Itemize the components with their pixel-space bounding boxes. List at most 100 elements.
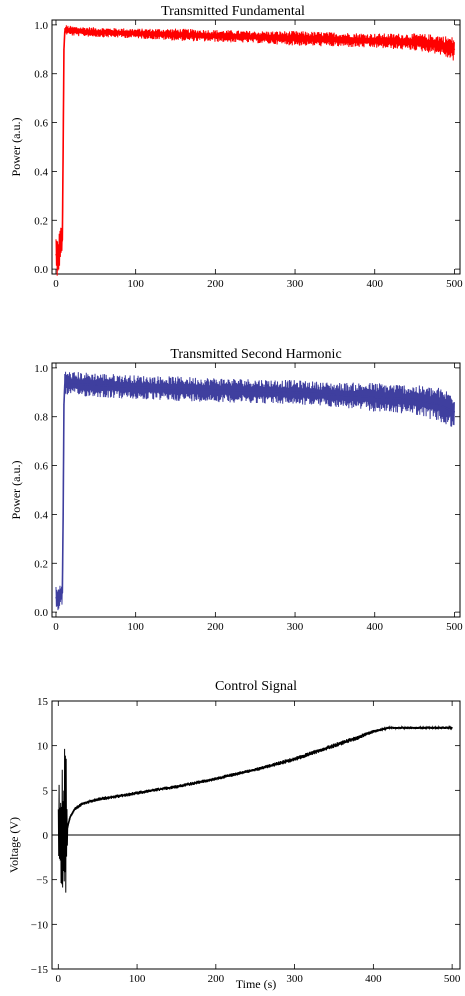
data-point <box>57 834 59 836</box>
chart-title: Transmitted Second Harmonic <box>170 347 341 362</box>
data-point <box>73 809 75 811</box>
data-point <box>135 386 137 389</box>
data-point <box>294 391 296 393</box>
data-point <box>64 31 66 33</box>
data-point <box>64 834 66 836</box>
data-point <box>135 32 137 35</box>
data-point <box>56 256 59 258</box>
panel-control-signal: Control Signal Voltage (V) Time (s) 0 100… <box>7 679 461 991</box>
data-point <box>63 48 65 50</box>
y-tick-label: −10 <box>31 919 49 931</box>
data-point <box>413 399 416 401</box>
data-point <box>69 816 71 818</box>
plot-frame <box>51 362 461 618</box>
data-point <box>152 789 154 791</box>
data-point <box>97 798 99 800</box>
x-tick-label: 400 <box>366 621 383 633</box>
axis-ticks: 0 100 200 300 400 500 0.0 0.2 0.4 0.6 0.8 1.0 <box>34 363 463 633</box>
data-point <box>64 384 66 386</box>
x-tick-label: 300 <box>287 621 304 633</box>
chart-title: Transmitted Fundamental <box>161 4 305 19</box>
data-point <box>174 34 177 36</box>
x-tick-label: 400 <box>365 973 382 985</box>
data-point <box>372 730 374 732</box>
data-point <box>61 591 63 594</box>
data-point <box>71 383 73 385</box>
data-point <box>55 253 57 256</box>
axis-ticks: 0 100 200 300 400 500 0.0 0.2 0.4 0.6 0.8 1.0 <box>34 20 463 290</box>
y-tick-label: 0.4 <box>34 166 48 178</box>
y-tick-label: 0.6 <box>34 461 48 473</box>
plot-area <box>55 25 456 276</box>
data-point <box>65 832 67 834</box>
data-point <box>61 239 63 241</box>
data-point <box>334 394 336 396</box>
data-point <box>81 803 83 805</box>
y-tick-label: 0.0 <box>34 264 48 276</box>
x-tick-label: 200 <box>208 973 225 985</box>
y-tick-label: 1.0 <box>34 363 48 375</box>
x-tick-label: 0 <box>53 621 59 633</box>
data-point <box>64 29 67 31</box>
data-point <box>60 834 63 836</box>
plot-frame <box>51 19 461 275</box>
data-point <box>67 825 69 827</box>
data-point <box>59 834 61 836</box>
y-axis-label: Power (a.u.) <box>9 118 23 177</box>
data-point <box>64 381 67 384</box>
x-tick-label: 500 <box>444 973 461 985</box>
x-tick-label: 500 <box>446 621 463 633</box>
data-point <box>95 31 97 33</box>
data-point <box>58 248 60 251</box>
panel-transmitted-second-harmonic: Transmitted Second Harmonic Power (a.u.)… <box>9 347 463 633</box>
y-tick-label: 10 <box>37 741 49 753</box>
plot-area <box>55 371 456 611</box>
series-line <box>58 727 453 836</box>
series-noise-trace <box>57 724 453 893</box>
data-point <box>293 758 296 760</box>
x-tick-label: 0 <box>53 278 59 290</box>
axis-ticks: 0 100 200 300 400 500 −15 −10 −5 0 5 10 15 <box>31 696 461 985</box>
x-tick-label: 100 <box>129 973 146 985</box>
y-tick-label: 0.4 <box>34 509 48 521</box>
y-tick-label: 0.8 <box>34 69 48 81</box>
data-point <box>62 146 64 148</box>
data-point <box>437 403 440 406</box>
x-axis-label: Time (s) <box>236 977 277 991</box>
data-point <box>62 513 64 516</box>
data-point <box>136 792 138 794</box>
data-point <box>333 745 335 747</box>
series-line <box>55 381 455 602</box>
data-point <box>63 403 65 406</box>
data-point <box>453 411 456 413</box>
x-tick-label: 500 <box>446 278 463 290</box>
data-point <box>71 30 73 32</box>
y-tick-label: −15 <box>31 964 49 976</box>
data-point <box>60 244 62 246</box>
data-point <box>215 778 217 780</box>
chart-title: Control Signal <box>215 679 297 694</box>
x-tick-label: 200 <box>207 621 224 633</box>
data-point <box>388 727 390 729</box>
data-point <box>357 737 359 739</box>
series-noise-trace <box>55 25 455 276</box>
data-point <box>62 834 64 836</box>
data-point <box>95 384 97 386</box>
data-point <box>254 36 256 38</box>
data-point <box>412 727 414 729</box>
x-tick-label: 300 <box>286 973 303 985</box>
y-axis-label: Voltage (V) <box>7 817 21 873</box>
data-point <box>55 596 57 599</box>
data-point <box>294 37 296 39</box>
y-tick-label: 0 <box>43 830 49 842</box>
y-tick-label: 15 <box>37 696 49 708</box>
plot-area <box>52 724 460 893</box>
y-tick-label: 5 <box>43 785 49 797</box>
data-point <box>413 41 416 43</box>
y-tick-label: 0.2 <box>34 558 48 570</box>
y-axis-label: Power (a.u.) <box>9 461 23 520</box>
y-tick-label: −5 <box>36 875 48 887</box>
x-tick-label: 0 <box>56 973 62 985</box>
data-point <box>437 43 440 46</box>
